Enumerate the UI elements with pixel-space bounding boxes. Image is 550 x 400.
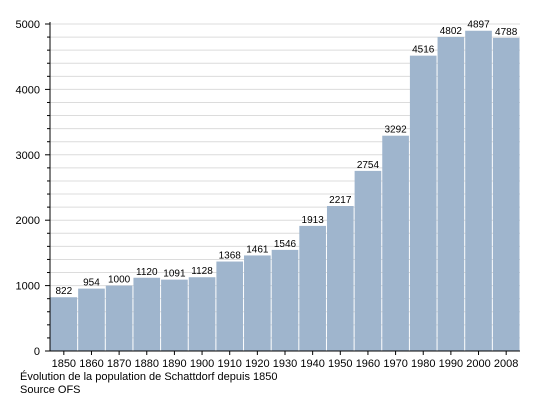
- x-tick-label: 1960: [356, 358, 380, 370]
- data-label: 4897: [467, 20, 490, 31]
- bar-1880: [133, 277, 161, 351]
- bar-1860: [78, 288, 105, 351]
- x-tick-label: 1950: [328, 358, 352, 370]
- bar-1920: [244, 255, 271, 351]
- data-label: 2217: [329, 195, 352, 206]
- data-label: 3292: [384, 125, 407, 136]
- x-tick-label: 1970: [383, 358, 407, 370]
- data-label: 4802: [440, 26, 463, 37]
- bar-1960: [354, 170, 382, 351]
- bar-1910: [216, 261, 244, 351]
- x-tick-label: 1850: [52, 358, 76, 370]
- x-tick-label: 1860: [79, 358, 103, 370]
- data-label: 1461: [246, 244, 269, 255]
- x-tick-label: 1900: [190, 358, 214, 370]
- x-tick-label: 1870: [107, 358, 131, 370]
- bar-2008: [492, 37, 520, 351]
- bar-1990: [437, 36, 465, 352]
- y-tick-label: 2000: [16, 215, 40, 227]
- x-tick-label: 1910: [217, 358, 241, 370]
- x-tick-label: 1880: [135, 358, 159, 370]
- data-label: 1368: [219, 251, 242, 262]
- bar-1970: [382, 135, 409, 351]
- data-label: 1913: [302, 215, 325, 226]
- data-label: 4516: [412, 45, 435, 56]
- x-tick-label: 2008: [494, 358, 518, 370]
- bar-1900: [188, 277, 216, 351]
- data-label: 1120: [136, 267, 158, 278]
- x-tick-label: 2000: [466, 358, 490, 370]
- bar-1940: [299, 225, 326, 351]
- y-tick-label: 0: [34, 346, 40, 358]
- bar-1930: [271, 249, 299, 351]
- chart-caption: Évolution de la population de Schattdorf…: [20, 371, 278, 383]
- data-label: 1546: [274, 239, 297, 250]
- x-tick-label: 1980: [411, 358, 435, 370]
- y-tick-label: 3000: [16, 150, 40, 162]
- data-label: 4788: [495, 27, 518, 38]
- data-label: 1091: [163, 269, 186, 280]
- x-tick-label: 1920: [245, 358, 269, 370]
- data-label: 954: [83, 278, 100, 289]
- bar-1850: [50, 297, 78, 351]
- y-tick-label: 5000: [16, 19, 40, 31]
- y-tick-label: 1000: [16, 281, 40, 293]
- bar-1870: [105, 285, 133, 351]
- bar-2000: [465, 30, 492, 351]
- data-label: 2754: [357, 160, 380, 171]
- data-label: 1000: [108, 275, 131, 286]
- x-tick-label: 1930: [273, 358, 297, 370]
- chart-source: Source OFS: [20, 384, 81, 396]
- bar-1980: [409, 55, 437, 352]
- data-label: 1128: [191, 266, 213, 277]
- y-tick-label: 4000: [16, 84, 40, 96]
- x-tick-label: 1940: [300, 358, 324, 370]
- bar-1890: [161, 279, 188, 351]
- data-label: 822: [55, 286, 72, 297]
- x-tick-label: 1890: [162, 358, 186, 370]
- bar-1950: [326, 206, 354, 351]
- x-tick-label: 1990: [439, 358, 463, 370]
